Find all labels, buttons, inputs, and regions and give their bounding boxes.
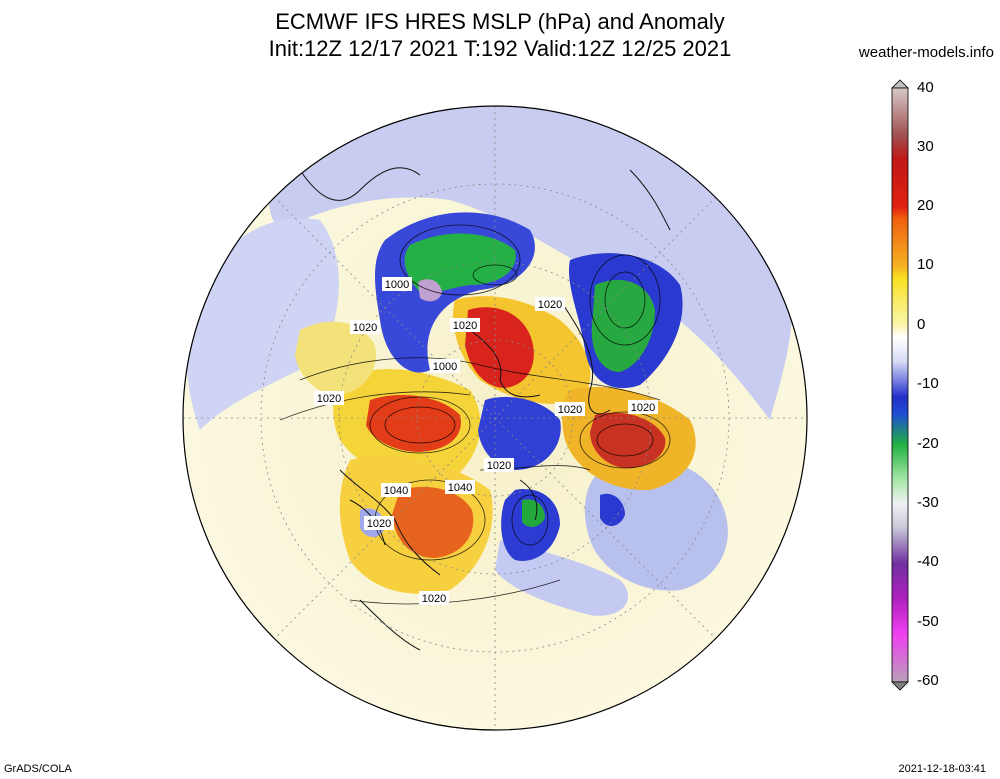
svg-text:1020: 1020 <box>317 393 341 405</box>
svg-text:1020: 1020 <box>487 460 511 472</box>
isobar-contours <box>279 224 671 605</box>
isobar-label: 1040 <box>445 480 475 494</box>
colorbar-bottom-arrow <box>891 681 909 691</box>
strong-negative-anomaly-pacific-west <box>522 499 545 527</box>
colorbar-tick: -50 <box>917 613 939 630</box>
colorbar-tick: 0 <box>917 316 926 333</box>
isobar-label: 1000 <box>382 277 412 291</box>
map-border <box>182 105 808 731</box>
isobar-label: 1020 <box>450 318 480 332</box>
coastlines <box>299 167 671 651</box>
svg-text:1040: 1040 <box>384 485 408 497</box>
svg-text:1040: 1040 <box>448 482 472 494</box>
colorbar-tick: 40 <box>917 79 934 96</box>
isobar-label: 1020 <box>364 516 394 530</box>
credit-text: weather-models.info <box>858 44 994 61</box>
strong-negative-anomaly-atlantic <box>404 233 516 294</box>
colorbar-tick: 10 <box>917 256 934 273</box>
svg-text:1020: 1020 <box>453 320 477 332</box>
svg-text:1020: 1020 <box>353 322 377 334</box>
isobar-label: 1020 <box>350 320 380 334</box>
weak-negative-anomaly-north <box>269 106 793 420</box>
svg-text:1020: 1020 <box>538 299 562 311</box>
colorbar-tick: -40 <box>917 553 939 570</box>
weak-negative-anomaly-pacific <box>584 460 728 591</box>
negative-anomaly-small-pacific <box>600 493 625 526</box>
footer-software: GrADS/COLA <box>4 763 72 775</box>
isobar-label: 1020 <box>555 402 585 416</box>
negative-anomaly-siberia <box>478 396 561 470</box>
isobar-label: 1020 <box>628 400 658 414</box>
svg-text:1020: 1020 <box>422 593 446 605</box>
colorbar-top-arrow <box>891 79 909 89</box>
weak-negative-anomaly-west <box>185 218 339 430</box>
chart-title: ECMWF IFS HRES MSLP (hPa) and Anomaly <box>275 9 725 34</box>
strong-negative-anomaly-canada <box>591 279 655 372</box>
svg-text:1000: 1000 <box>433 361 457 373</box>
footer-timestamp: 2021-12-18-03:41 <box>898 763 986 775</box>
svg-text:1020: 1020 <box>631 402 655 414</box>
colorbar-tick: -30 <box>917 494 939 511</box>
isobar-label: 1040 <box>381 483 411 497</box>
isobar-labels: 1000 1020 1020 1000 1020 1020 1020 1020 <box>314 277 658 605</box>
lat-lon-grid <box>183 106 807 730</box>
colorbar-tick: -60 <box>917 672 939 689</box>
colorbar-tick: 20 <box>917 197 934 214</box>
positive-anomaly-west <box>295 321 376 395</box>
isobar-label: 1020 <box>419 591 449 605</box>
colorbar-tick: -10 <box>917 375 939 392</box>
chart-subtitle: Init:12Z 12/17 2021 T:192 Valid:12Z 12/2… <box>268 36 732 61</box>
svg-text:1020: 1020 <box>367 518 391 530</box>
isobar-label: 1020 <box>535 297 565 311</box>
colorbar-tick: -20 <box>917 435 939 452</box>
strong-positive-anomaly-asia <box>392 486 474 558</box>
isobar-label: 1000 <box>430 359 460 373</box>
isobar-label: 1020 <box>484 458 514 472</box>
colorbar-tick: 30 <box>917 138 934 155</box>
strong-positive-anomaly-arctic <box>465 307 534 388</box>
svg-text:1000: 1000 <box>385 279 409 291</box>
svg-text:1020: 1020 <box>558 404 582 416</box>
colorbar-gradient <box>891 87 909 683</box>
isobar-label: 1020 <box>314 391 344 405</box>
